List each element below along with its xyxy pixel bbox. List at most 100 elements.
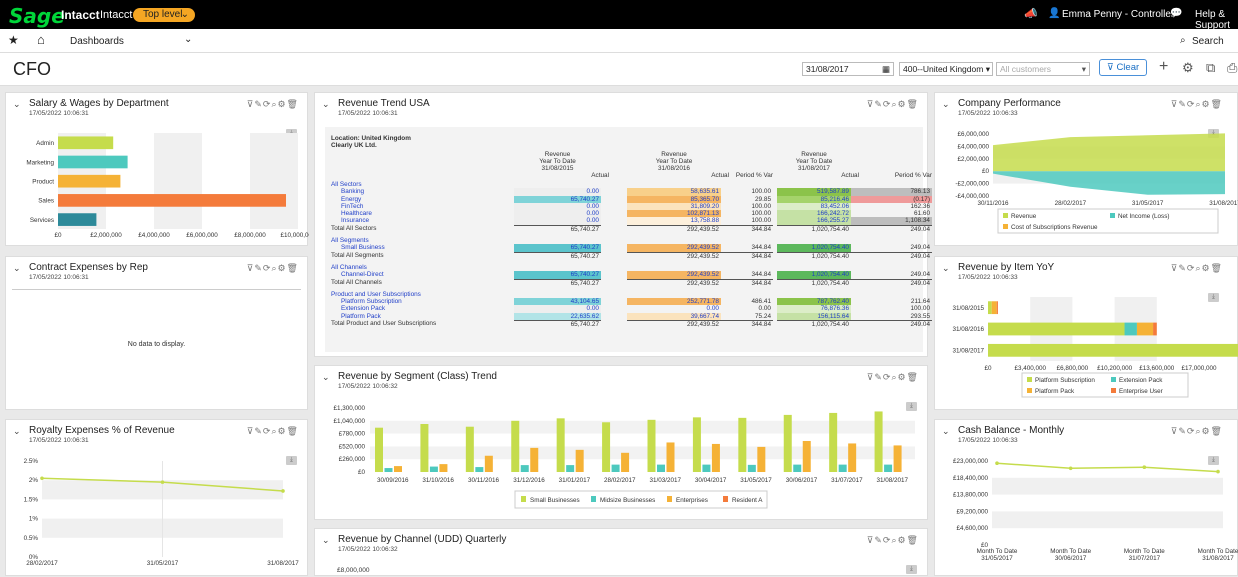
table-cell: 344.84 <box>721 278 773 287</box>
dashboards-menu[interactable]: Dashboards <box>70 36 124 47</box>
collapse-icon[interactable]: ⌄ <box>13 426 21 436</box>
y-tick-label: £260,000 <box>339 456 366 463</box>
download-icon[interactable]: ⤓ <box>906 402 917 411</box>
panel-tools-icons[interactable]: ⊽✎⟳⌕⚙🗑 <box>1170 99 1223 109</box>
bar <box>747 464 756 472</box>
panel-tools-icons[interactable]: ⊽✎⟳⌕⚙🗑 <box>866 99 919 109</box>
calendar-icon[interactable]: ▦ <box>881 64 890 74</box>
row-label[interactable]: Channel-Direct <box>341 271 384 279</box>
row-label[interactable]: Banking <box>341 188 365 196</box>
collapse-icon[interactable]: ⌄ <box>322 372 330 382</box>
sage-logo[interactable]: Sage <box>9 4 65 28</box>
legend-label: Extension Pack <box>1119 377 1163 384</box>
collapse-icon[interactable]: ⌄ <box>942 426 950 436</box>
download-icon[interactable]: ⤓ <box>1208 129 1219 138</box>
table-cell: 100.00 <box>751 188 771 196</box>
y-tick-label: £4,000,000 <box>957 143 989 150</box>
user-icon[interactable]: 👤 <box>1048 8 1061 19</box>
add-icon[interactable]: + <box>1159 58 1169 75</box>
panel-tools-icons[interactable]: ⊽✎⟳⌕⚙🗑 <box>246 263 299 273</box>
level-selector[interactable]: Top level ⌄ <box>133 8 195 22</box>
row-label[interactable]: Product and User Subscriptions <box>331 290 421 298</box>
bar <box>884 464 893 472</box>
legend-label: Revenue <box>1011 213 1037 220</box>
download-icon[interactable]: ⤓ <box>286 456 297 465</box>
y-tick-label: Admin <box>36 140 54 147</box>
megaphone-icon[interactable]: 📣 <box>1024 8 1038 20</box>
table-row: FinTech 0.00 31,809.20 100.00 83,452.06 162.3… <box>331 202 931 211</box>
print-icon[interactable]: ⎙ <box>1227 60 1238 75</box>
collapse-icon[interactable]: ⌄ <box>13 99 21 109</box>
collapse-icon[interactable]: ⌄ <box>322 535 330 545</box>
table-cell: 249.04 <box>851 224 932 233</box>
row-label[interactable]: Platform Pack <box>341 312 381 320</box>
row-label[interactable]: Small Business <box>341 244 385 252</box>
bar-segment <box>988 343 1238 357</box>
copy-icon[interactable]: ⧉ <box>1206 60 1216 75</box>
row-label[interactable]: Healthcare <box>341 210 372 218</box>
row-label[interactable]: FinTech <box>341 202 364 210</box>
panel-tools-icons[interactable]: ⊽✎⟳⌕⚙🗑 <box>1170 426 1223 436</box>
download-icon[interactable]: ⤓ <box>1208 293 1219 302</box>
panel-tools-icons[interactable]: ⊽✎⟳⌕⚙🗑 <box>1170 263 1223 273</box>
salary-chart: Admin Marketing Product Sales Services £0 £2,0… <box>26 133 309 239</box>
search-icon[interactable]: ⌕ <box>1180 35 1186 46</box>
clear-filter-button[interactable]: ⊽ Clear <box>1099 59 1147 76</box>
collapse-icon[interactable]: ⌄ <box>942 99 950 109</box>
column-header: Actual <box>841 172 859 179</box>
home-icon[interactable]: ⌂ <box>37 32 45 47</box>
y-tick-label: £1,300,000 <box>333 405 365 412</box>
table-cell: 65,740.27 <box>514 320 601 328</box>
bar <box>58 136 114 150</box>
table-cell <box>627 181 721 188</box>
collapse-icon[interactable]: ⌄ <box>942 263 950 273</box>
x-tick-label: £3,400,000 <box>1014 365 1046 372</box>
row-label[interactable]: Extension Pack <box>341 305 386 313</box>
location-select[interactable]: 400--United Kingdom ▾ <box>899 62 993 76</box>
chevron-down-icon[interactable]: ⌄ <box>184 34 193 45</box>
gear-icon[interactable]: ⚙ <box>1182 60 1194 75</box>
royalty-chart: 2.5% 2% 1.5% 1% 0.5% 0%28/02/2017 31/05/2017 31… <box>24 458 300 567</box>
star-icon[interactable]: ★ <box>8 33 19 47</box>
legend-label: Platform Pack <box>1035 388 1075 395</box>
help-link[interactable]: Help & Support <box>1195 9 1231 31</box>
user-menu[interactable]: Emma Penny - Controller <box>1062 9 1175 20</box>
table-cell <box>851 237 932 244</box>
table-cell: 211.64 <box>910 298 930 306</box>
channel-panel: ⌄ Revenue by Channel (UDD) Quarterly 17/… <box>314 528 928 576</box>
y-tick-label: Services <box>30 217 54 224</box>
table-cell <box>851 291 932 298</box>
row-label[interactable]: All Channels <box>331 263 367 271</box>
table-cell <box>721 291 773 298</box>
table-row: Product and User Subscriptions <box>331 291 931 298</box>
panel-tools-icons[interactable]: ⊽✎⟳⌕⚙🗑 <box>246 99 299 109</box>
row-label[interactable]: All Segments <box>331 237 369 245</box>
customers-select[interactable]: All customers ▾ <box>996 62 1090 76</box>
y-tick-label: £2,000,000 <box>957 156 989 163</box>
report-entity: Clearly UK Ltd. <box>331 142 377 149</box>
panel-title: Revenue by Segment (Class) Trend <box>338 371 497 382</box>
collapse-icon[interactable]: ⌄ <box>13 263 21 273</box>
search-link[interactable]: Search <box>1192 36 1224 47</box>
table-cell <box>514 264 601 271</box>
page-title: CFO <box>13 59 51 79</box>
table-cell: 0.00 <box>514 210 601 218</box>
download-icon[interactable]: ⤓ <box>1208 456 1219 465</box>
row-label[interactable]: Insurance <box>341 217 370 225</box>
table-cell: 85,216.46 <box>777 195 851 203</box>
row-label[interactable]: Energy <box>341 195 362 203</box>
download-icon[interactable]: ⤓ <box>906 565 917 574</box>
row-label[interactable]: Platform Subscription <box>341 298 402 306</box>
panel-timestamp: 17/05/2022 10:06:33 <box>958 274 1018 281</box>
y-tick-label: £6,000,000 <box>957 131 989 138</box>
table-row: Extension Pack 0.00 0.00 0.00 76,876.36 100.0… <box>331 305 931 313</box>
panel-tools-icons[interactable]: ⊽✎⟳⌕⚙🗑 <box>866 535 919 545</box>
x-tick-label: 28/02/2017 <box>604 477 636 484</box>
panel-tools-icons[interactable]: ⊽✎⟳⌕⚙🗑 <box>866 372 919 382</box>
panel-tools-icons[interactable]: ⊽✎⟳⌕⚙🗑 <box>246 426 299 436</box>
row-label[interactable]: All Sectors <box>331 181 362 188</box>
panel-title: Revenue Trend USA <box>338 98 430 109</box>
help-icon[interactable]: 💬 <box>1170 8 1183 19</box>
date-field[interactable]: 31/08/2017 ▦ <box>802 62 894 76</box>
collapse-icon[interactable]: ⌄ <box>322 99 330 109</box>
